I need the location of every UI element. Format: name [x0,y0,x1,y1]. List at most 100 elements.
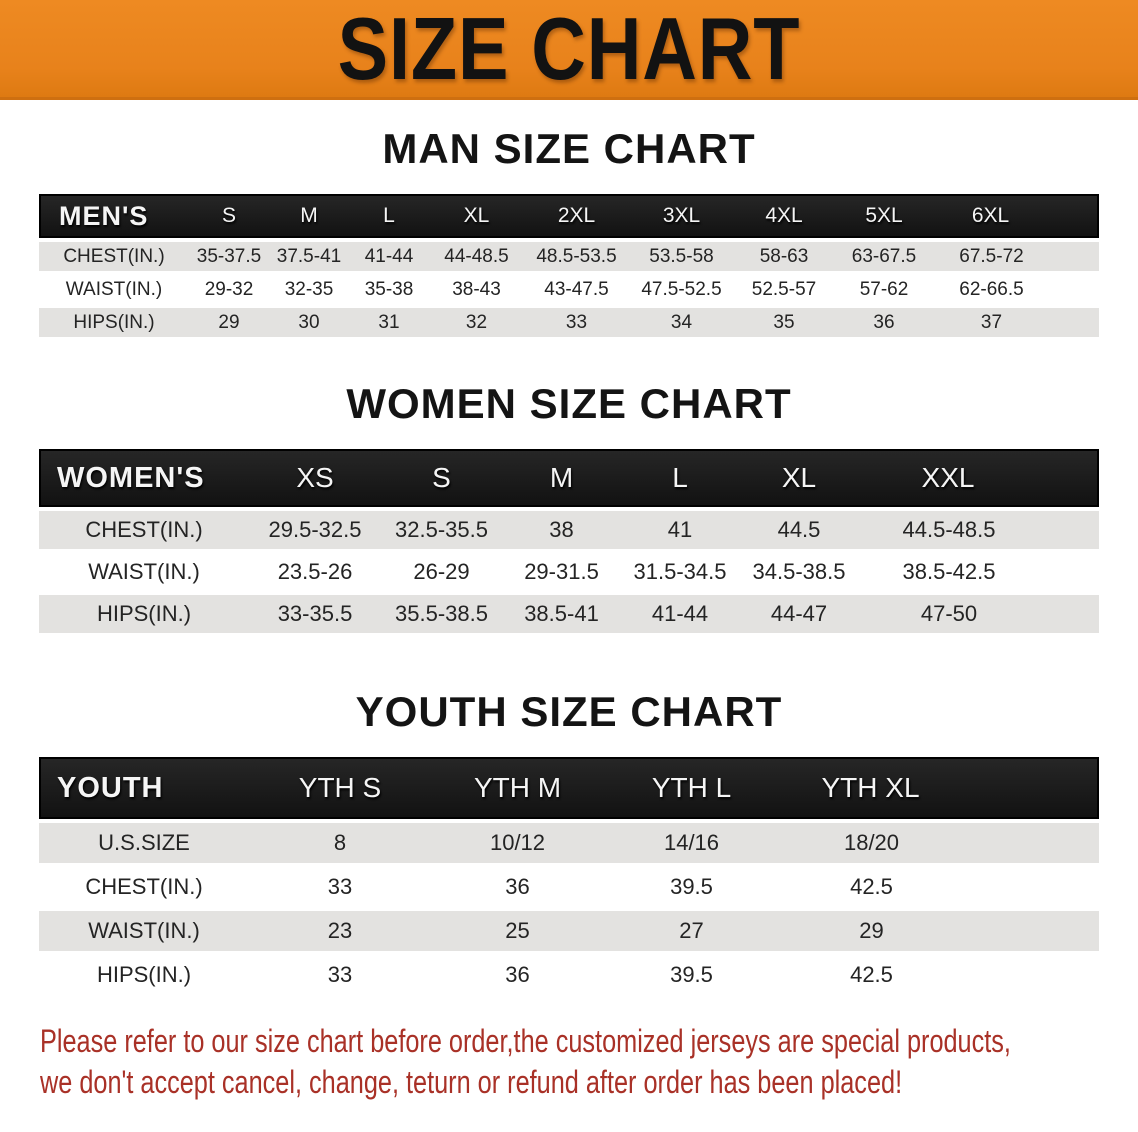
cell: 35.5-38.5 [381,595,502,633]
row-label: HIPS(IN.) [39,955,249,995]
cell: 29-31.5 [502,553,621,591]
cell: 10/12 [431,823,604,863]
women-header-row: WOMEN'S XS S M L XL XXL [39,449,1099,507]
women-waist-row: WAIST(IN.) 23.5-26 26-29 29-31.5 31.5-34… [39,553,1099,591]
row-label: CHEST(IN.) [39,867,249,907]
cell: 27 [604,911,779,951]
cell: 25 [431,911,604,951]
cell: 53.5-58 [629,242,734,271]
cell: 47.5-52.5 [629,275,734,304]
men-section-heading: MAN SIZE CHART [382,125,756,172]
cell: 36 [431,867,604,907]
row-label: HIPS(IN.) [39,308,189,337]
cell: 35-38 [349,275,429,304]
banner-title: SIZE CHART [337,0,801,98]
row-label: WAIST(IN.) [39,553,249,591]
cell: 47-50 [859,595,1099,633]
youth-section-heading: YOUTH SIZE CHART [355,688,783,735]
size-chart-banner: SIZE CHART [0,0,1138,100]
cell: 29 [779,911,1099,951]
cell: 35 [734,308,834,337]
women-size-header: XL [739,449,859,507]
cell: 43-47.5 [524,275,629,304]
cell: 32.5-35.5 [381,511,502,549]
men-hips-row: HIPS(IN.) 29 30 31 32 33 34 35 36 37 [39,308,1099,337]
cell: 33 [524,308,629,337]
cell: 35-37.5 [189,242,269,271]
women-size-header: XXL [859,449,1099,507]
cell: 14/16 [604,823,779,863]
men-size-header: L [349,194,429,238]
men-chest-row: CHEST(IN.) 35-37.5 37.5-41 41-44 44-48.5… [39,242,1099,271]
cell: 33-35.5 [249,595,381,633]
cell: 32 [429,308,524,337]
youth-size-header: YTH M [431,757,604,819]
row-label: CHEST(IN.) [39,511,249,549]
youth-hips-row: HIPS(IN.) 33 36 39.5 42.5 [39,955,1099,995]
row-label: U.S.SIZE [39,823,249,863]
cell: 37 [934,308,1099,337]
row-label: WAIST(IN.) [39,275,189,304]
cell: 29-32 [189,275,269,304]
men-size-header: 6XL [934,194,1099,238]
cell: 38.5-42.5 [859,553,1099,591]
men-size-header: 3XL [629,194,734,238]
cell: 26-29 [381,553,502,591]
cell: 23.5-26 [249,553,381,591]
cell: 41-44 [349,242,429,271]
cell: 34.5-38.5 [739,553,859,591]
cell: 34 [629,308,734,337]
men-size-header: 4XL [734,194,834,238]
cell: 31 [349,308,429,337]
cell: 37.5-41 [269,242,349,271]
cell: 48.5-53.5 [524,242,629,271]
men-corner-label: MEN'S [39,194,189,238]
cell: 38-43 [429,275,524,304]
men-waist-row: WAIST(IN.) 29-32 32-35 35-38 38-43 43-47… [39,275,1099,304]
women-size-header: L [621,449,739,507]
cell: 44-47 [739,595,859,633]
cell: 52.5-57 [734,275,834,304]
youth-chest-row: CHEST(IN.) 33 36 39.5 42.5 [39,867,1099,907]
cell: 18/20 [779,823,1099,863]
men-size-header: 2XL [524,194,629,238]
cell: 31.5-34.5 [621,553,739,591]
cell: 41-44 [621,595,739,633]
cell: 67.5-72 [934,242,1099,271]
disclaimer-line-2: we don't accept cancel, change, teturn o… [40,1064,903,1100]
men-size-header: S [189,194,269,238]
youth-size-header: YTH S [249,757,431,819]
men-size-header: 5XL [834,194,934,238]
youth-header-row: YOUTH YTH S YTH M YTH L YTH XL [39,757,1099,819]
women-section-heading: WOMEN SIZE CHART [346,380,792,427]
men-header-row: MEN'S S M L XL 2XL 3XL 4XL 5XL 6XL [39,194,1099,238]
women-size-table: WOMEN'S XS S M L XL XXL CHEST(IN.) 29.5-… [39,445,1099,637]
cell: 42.5 [779,867,1099,907]
women-size-header: M [502,449,621,507]
disclaimer-text: Please refer to our size chart before or… [40,1021,1138,1103]
cell: 36 [431,955,604,995]
cell: 30 [269,308,349,337]
cell: 39.5 [604,867,779,907]
cell: 23 [249,911,431,951]
cell: 41 [621,511,739,549]
cell: 44.5 [739,511,859,549]
cell: 32-35 [269,275,349,304]
cell: 42.5 [779,955,1099,995]
cell: 29.5-32.5 [249,511,381,549]
youth-ussize-row: U.S.SIZE 8 10/12 14/16 18/20 [39,823,1099,863]
women-size-header: XS [249,449,381,507]
row-label: CHEST(IN.) [39,242,189,271]
cell: 38.5-41 [502,595,621,633]
cell: 62-66.5 [934,275,1099,304]
cell: 36 [834,308,934,337]
cell: 44-48.5 [429,242,524,271]
women-corner-label: WOMEN'S [39,449,249,507]
men-size-table: MEN'S S M L XL 2XL 3XL 4XL 5XL 6XL CHEST… [39,190,1099,341]
women-size-header: S [381,449,502,507]
youth-size-header: YTH XL [779,757,1099,819]
men-size-header: XL [429,194,524,238]
cell: 38 [502,511,621,549]
cell: 33 [249,867,431,907]
youth-size-table: YOUTH YTH S YTH M YTH L YTH XL U.S.SIZE … [39,753,1099,999]
